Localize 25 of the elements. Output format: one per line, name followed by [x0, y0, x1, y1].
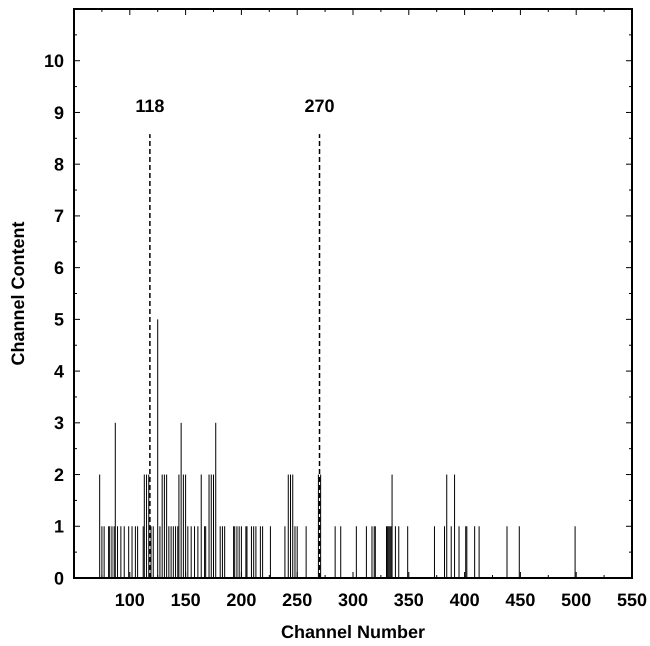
x-tick-label: 550: [616, 590, 648, 610]
x-tick-label: 400: [450, 590, 480, 610]
y-tick-label: 4: [54, 361, 64, 382]
y-tick-label: 1: [54, 516, 64, 537]
x-tick-label: 250: [282, 590, 312, 610]
x-tick-label: 300: [338, 590, 368, 610]
y-tick-label: 6: [54, 258, 64, 278]
x-axis-title: Channel Number: [280, 622, 426, 642]
x-tick-label: 100: [114, 590, 145, 610]
x-tick-label: 200: [226, 590, 256, 610]
y-tick-label: 3: [54, 413, 64, 434]
ref-line-label: 118: [135, 96, 164, 116]
y-tick-label: 5: [54, 310, 64, 330]
y-tick-label: 10: [44, 51, 64, 72]
ref-line-label: 270: [304, 96, 335, 116]
x-tick-label: 150: [170, 590, 201, 610]
y-tick-label: 9: [54, 102, 64, 123]
y-tick-label: 2: [54, 464, 64, 485]
x-tick-label: 350: [394, 590, 424, 610]
y-tick-label: 0: [54, 568, 64, 588]
y-axis-title: Channel Content: [8, 222, 28, 366]
x-tick-label: 500: [561, 590, 592, 610]
y-tick-label: 7: [54, 206, 64, 226]
x-tick-label: 450: [505, 590, 536, 610]
y-tick-label: 8: [54, 154, 64, 174]
